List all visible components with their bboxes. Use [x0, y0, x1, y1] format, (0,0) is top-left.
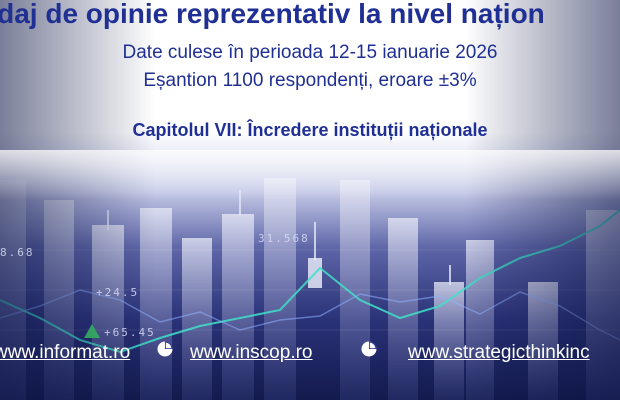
strategicthinking-link[interactable]: www.strategicthinkinc — [408, 342, 590, 363]
inscop-link[interactable]: www.inscop.ro — [190, 342, 313, 363]
data-collection-period: Date culese în perioada 12-15 ianuarie 2… — [122, 42, 498, 63]
chapter-heading: Capitolul VII: Încredere instituții nați… — [132, 120, 488, 140]
footer-links: www.informat.ro www.inscop.ro www.strate… — [0, 340, 620, 372]
informat-link[interactable]: www.informat.ro — [0, 342, 131, 363]
ticker-value: 8.68 — [0, 246, 35, 259]
ticker-value: +65.45 — [104, 326, 156, 339]
sample-size-info: Eșantion 1100 respondenți, eroare ±3% — [143, 70, 477, 91]
pie-chart-logo-icon — [156, 340, 174, 358]
ticker-value: +24.5 — [96, 286, 140, 299]
pie-chart-logo-icon — [360, 340, 378, 358]
page-title: ndaj de opinie reprezentativ la nivel na… — [0, 0, 545, 29]
ticker-value: 31.568 — [258, 232, 310, 245]
